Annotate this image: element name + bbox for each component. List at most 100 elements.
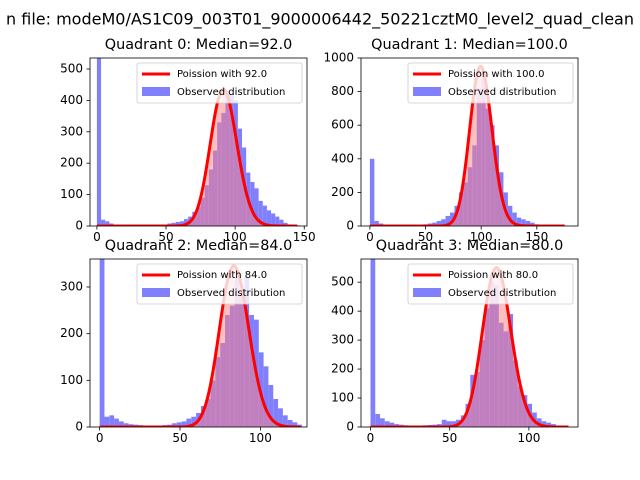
histogram-bar bbox=[268, 385, 274, 427]
histogram-bar bbox=[258, 200, 263, 226]
y-tick-label: 0 bbox=[346, 219, 354, 233]
quadrant-title: Quadrant 0: Median=92.0 bbox=[105, 37, 293, 53]
poisson-fill-area bbox=[369, 66, 565, 226]
y-tick-label: 200 bbox=[60, 156, 83, 170]
histogram-bar bbox=[183, 219, 189, 226]
histogram-bar bbox=[271, 213, 276, 226]
histogram-bar bbox=[181, 421, 187, 427]
histogram-bar bbox=[262, 205, 267, 226]
y-tick-label: 1000 bbox=[323, 51, 354, 65]
histogram-bar bbox=[370, 259, 376, 427]
legend-box bbox=[407, 263, 574, 305]
histogram-bar bbox=[516, 217, 522, 226]
legend-hist-swatch bbox=[142, 87, 170, 96]
y-tick-label: 200 bbox=[331, 362, 354, 376]
legend-poisson-label: Poission with 84.0 bbox=[177, 270, 267, 281]
histogram-bar bbox=[292, 422, 298, 427]
histogram-bar bbox=[451, 421, 457, 427]
y-tick-label: 400 bbox=[331, 151, 354, 165]
histogram-bar bbox=[186, 418, 192, 427]
quadrant-2-plot-area bbox=[99, 259, 303, 427]
histogram-bar bbox=[369, 158, 375, 226]
x-tick-label: 0 bbox=[367, 431, 375, 445]
poisson-fill-area bbox=[370, 267, 569, 427]
histogram-bar bbox=[283, 222, 288, 226]
poisson-curve-line bbox=[99, 264, 301, 427]
quadrant-title: Quadrant 2: Median=84.0 bbox=[105, 238, 293, 254]
legend-poisson-label: Poission with 100.0 bbox=[448, 69, 544, 80]
quadrant-0-plot-area bbox=[96, 58, 301, 226]
y-tick-label: 100 bbox=[60, 373, 83, 387]
histogram-bar bbox=[512, 212, 517, 226]
histogram-bar bbox=[436, 220, 442, 226]
y-tick-label: 100 bbox=[60, 187, 83, 201]
legend-hist-label: Observed distribution bbox=[448, 288, 556, 299]
histogram-bar bbox=[441, 219, 446, 226]
axes-frame bbox=[89, 258, 308, 428]
histogram-bar bbox=[536, 418, 542, 427]
y-tick-label: 300 bbox=[60, 124, 83, 138]
legend-poisson-label: Poission with 80.0 bbox=[448, 270, 538, 281]
axes-frame bbox=[360, 57, 579, 227]
x-tick-label: 50 bbox=[442, 431, 457, 445]
quadrant-3-plot-area bbox=[370, 259, 569, 427]
legend-box bbox=[136, 263, 303, 305]
legend: Poission with 92.0 Observed distribution bbox=[136, 62, 303, 104]
histogram-bar bbox=[123, 423, 129, 427]
histogram-bar bbox=[445, 215, 451, 226]
histogram-bar bbox=[254, 188, 259, 226]
legend-hist-label: Observed distribution bbox=[177, 87, 285, 98]
y-tick-label: 800 bbox=[331, 84, 354, 98]
histogram-bar bbox=[374, 220, 379, 226]
y-tick-label: 200 bbox=[60, 326, 83, 340]
y-tick-label: 0 bbox=[346, 420, 354, 434]
histogram-bar bbox=[384, 421, 390, 427]
histogram-bar bbox=[432, 222, 437, 226]
legend-box bbox=[136, 62, 303, 104]
histogram-bar bbox=[105, 221, 110, 226]
histogram-bar bbox=[176, 422, 182, 427]
histogram-bar bbox=[278, 408, 283, 427]
histogram-bar bbox=[282, 415, 288, 427]
x-tick-label: 100 bbox=[224, 230, 247, 244]
legend: Poission with 100.0 Observed distribution bbox=[407, 62, 574, 104]
x-tick-label: 150 bbox=[525, 230, 548, 244]
histogram-bar bbox=[541, 421, 547, 427]
histogram-bar bbox=[250, 182, 255, 226]
histogram-bar bbox=[275, 216, 280, 226]
histogram-bar bbox=[118, 421, 124, 427]
figure-suptitle: n file: modeM0/AS1C09_003T01_9000006442_… bbox=[6, 10, 634, 30]
histogram-bar bbox=[521, 219, 526, 226]
legend: Poission with 84.0 Observed distribution bbox=[136, 263, 303, 305]
quadrant-1-chart: 0 50 100 150 0 200 400 600 800 1000 Quadrant 1: Me… bbox=[323, 37, 579, 244]
poisson-curve-line bbox=[96, 87, 298, 226]
histogram-bar bbox=[446, 421, 452, 427]
x-tick-label: 0 bbox=[366, 230, 374, 244]
histogram-bar bbox=[287, 420, 293, 427]
histogram-bar bbox=[530, 222, 535, 226]
histogram-bar bbox=[104, 416, 110, 427]
quadrant-2-chart: 0 50 100 0 100 200 300 Quadrant 2: Median=84.0 P… bbox=[60, 238, 308, 445]
legend: Poission with 80.0 Observed distribution bbox=[407, 263, 574, 305]
histogram-bar bbox=[263, 366, 269, 427]
histogram-bar bbox=[441, 419, 447, 427]
quadrant-0-chart: 0 50 100 150 0 100 200 300 400 500 Quadrant 0: Med… bbox=[60, 37, 316, 244]
y-tick-label: 500 bbox=[60, 61, 83, 75]
axes-frame bbox=[360, 258, 579, 428]
histogram-bar bbox=[273, 399, 279, 427]
y-tick-label: 300 bbox=[60, 280, 83, 294]
histogram-bar bbox=[99, 259, 105, 427]
quadrant-3-chart: 0 50 100 0 100 200 300 400 500 Quadrant 3: Median… bbox=[331, 238, 579, 445]
poisson-curve-line bbox=[370, 266, 569, 427]
x-tick-label: 0 bbox=[96, 431, 104, 445]
y-tick-label: 400 bbox=[331, 304, 354, 318]
legend-hist-swatch bbox=[142, 288, 170, 297]
x-tick-label: 50 bbox=[172, 431, 187, 445]
axes-frame bbox=[89, 57, 308, 227]
histogram-bar bbox=[266, 210, 272, 226]
quadrant-title: Quadrant 1: Median=100.0 bbox=[371, 37, 568, 53]
histogram-bar bbox=[101, 219, 106, 226]
legend-hist-swatch bbox=[413, 288, 441, 297]
legend-hist-swatch bbox=[413, 87, 441, 96]
